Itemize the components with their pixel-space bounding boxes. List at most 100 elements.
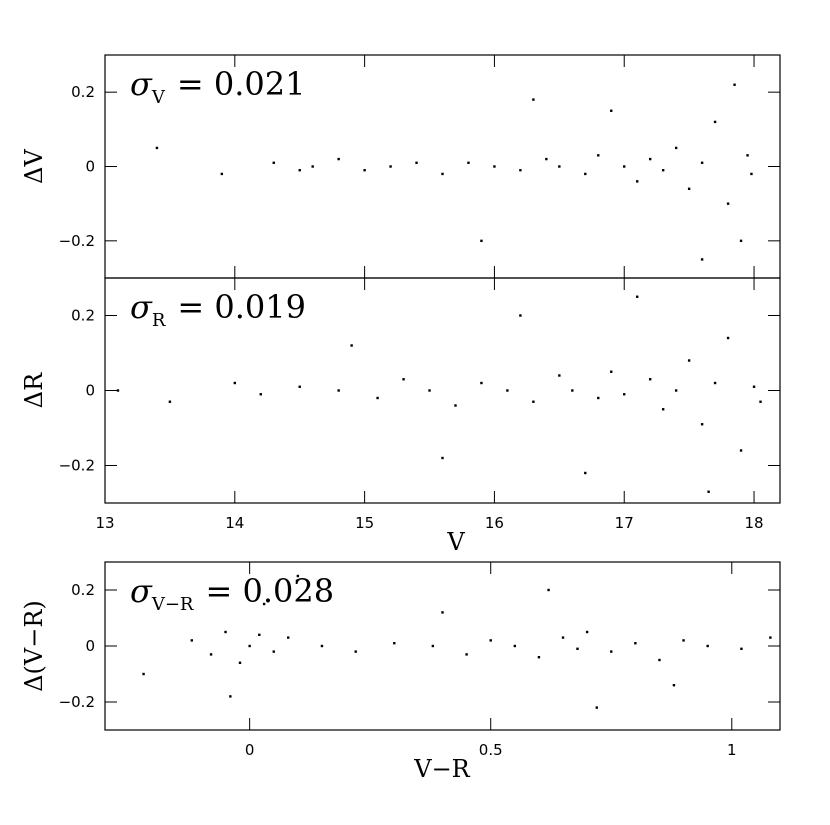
x-tick-label: 16 bbox=[485, 514, 504, 532]
point bbox=[428, 389, 431, 392]
annotation-symbol: σ bbox=[130, 572, 153, 610]
x-tick-label: 15 bbox=[355, 514, 374, 532]
point bbox=[634, 642, 637, 645]
point bbox=[707, 490, 710, 493]
point bbox=[298, 385, 301, 388]
point bbox=[584, 471, 587, 475]
point bbox=[389, 165, 392, 168]
point bbox=[489, 639, 492, 642]
point bbox=[636, 295, 639, 298]
point bbox=[190, 639, 193, 642]
point bbox=[658, 658, 661, 662]
point bbox=[454, 404, 457, 407]
point bbox=[233, 381, 237, 385]
point bbox=[259, 393, 262, 396]
point bbox=[467, 161, 470, 164]
point bbox=[740, 647, 743, 650]
point bbox=[706, 644, 709, 648]
point bbox=[296, 574, 300, 578]
point bbox=[584, 172, 587, 176]
point bbox=[713, 120, 717, 124]
point bbox=[350, 344, 353, 347]
point bbox=[700, 258, 704, 261]
y-tick-label: −0.2 bbox=[59, 232, 95, 250]
point bbox=[363, 169, 366, 172]
annotation-text: = 0.028 bbox=[205, 572, 334, 610]
annotation-subscript: V bbox=[151, 87, 166, 108]
point bbox=[229, 695, 232, 698]
point bbox=[687, 187, 691, 190]
point bbox=[558, 374, 561, 377]
point bbox=[636, 180, 639, 183]
point bbox=[116, 389, 120, 392]
point bbox=[209, 653, 213, 656]
point bbox=[585, 630, 589, 634]
point bbox=[752, 385, 756, 388]
x-tick-label: 0 bbox=[245, 741, 255, 759]
x-tick-label: 17 bbox=[615, 514, 634, 532]
x-tick-label: 14 bbox=[225, 514, 244, 532]
point bbox=[750, 172, 753, 176]
point bbox=[168, 400, 172, 403]
y-axis-label: ΔV bbox=[20, 149, 48, 184]
point bbox=[726, 336, 730, 340]
y-tick-label: 0 bbox=[85, 158, 95, 176]
point bbox=[739, 449, 743, 452]
point bbox=[726, 202, 730, 205]
point bbox=[441, 172, 444, 176]
point bbox=[532, 98, 535, 101]
point bbox=[311, 165, 314, 168]
point bbox=[687, 359, 691, 362]
point bbox=[661, 408, 665, 411]
point bbox=[661, 169, 665, 172]
y-tick-label: 0 bbox=[85, 637, 95, 655]
point bbox=[142, 672, 145, 676]
y-tick-label: −0.2 bbox=[59, 457, 95, 475]
point bbox=[597, 154, 600, 157]
x-tick-label: 1 bbox=[727, 741, 737, 759]
point bbox=[595, 706, 598, 709]
point bbox=[561, 636, 565, 639]
y-axis-label: ΔR bbox=[20, 372, 48, 408]
annotation-symbol: σ bbox=[130, 288, 153, 326]
point bbox=[759, 400, 762, 403]
point bbox=[682, 639, 685, 642]
point bbox=[480, 239, 483, 243]
point bbox=[746, 154, 749, 157]
point bbox=[700, 423, 704, 426]
y-tick-label: 0.2 bbox=[71, 581, 95, 599]
x-tick-label: 0.5 bbox=[479, 741, 503, 759]
point bbox=[739, 239, 743, 243]
point bbox=[623, 393, 626, 396]
annotation-symbol: σ bbox=[130, 65, 153, 103]
point bbox=[610, 650, 613, 653]
annotation: σV = 0.021 bbox=[130, 65, 305, 108]
annotation-text: = 0.021 bbox=[177, 65, 306, 103]
x-axis-label: V−R bbox=[413, 755, 470, 783]
annotation-subscript: R bbox=[152, 310, 166, 331]
point bbox=[576, 647, 579, 650]
point bbox=[713, 381, 717, 385]
point bbox=[465, 653, 468, 656]
y-tick-label: 0 bbox=[85, 382, 95, 400]
point bbox=[248, 644, 251, 648]
point bbox=[648, 157, 652, 161]
point bbox=[298, 169, 301, 172]
point bbox=[287, 636, 290, 639]
point bbox=[415, 161, 418, 164]
y-axis-label: Δ(V−R) bbox=[20, 600, 48, 692]
point bbox=[674, 389, 678, 392]
point bbox=[320, 644, 324, 648]
point bbox=[513, 644, 517, 648]
point bbox=[402, 378, 405, 381]
point bbox=[519, 169, 522, 172]
point bbox=[337, 389, 340, 392]
point bbox=[272, 161, 275, 164]
x-axis-label: V bbox=[446, 528, 465, 556]
point bbox=[597, 396, 600, 400]
point bbox=[547, 588, 550, 592]
point bbox=[532, 400, 535, 403]
point bbox=[700, 161, 704, 164]
x-tick-label: 18 bbox=[744, 514, 763, 532]
